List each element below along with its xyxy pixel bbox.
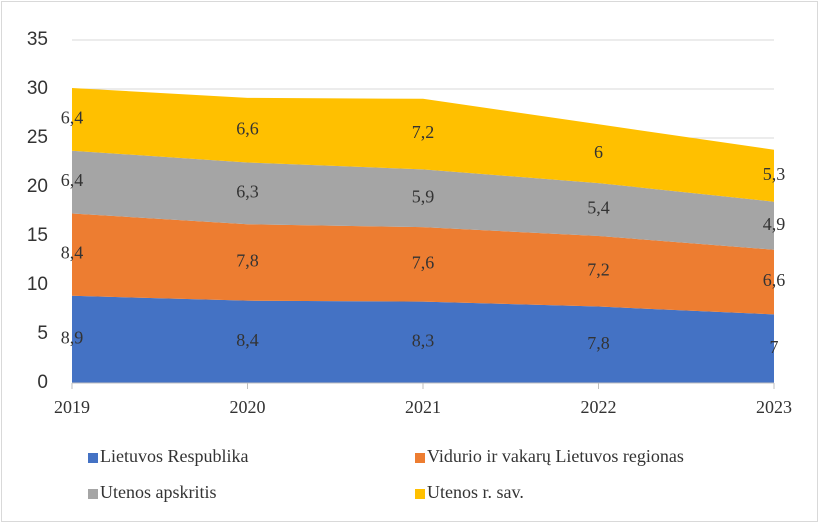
data-label: 8,3 (412, 330, 435, 350)
y-tick-label: 20 (27, 176, 48, 197)
data-label: 5,4 (587, 198, 610, 218)
data-label: 8,4 (236, 330, 259, 350)
x-tick-label: 2022 (581, 397, 617, 417)
legend-label: Utenos apskritis (100, 482, 217, 502)
area (72, 150, 774, 250)
x-tick-label: 2020 (230, 397, 266, 417)
data-label: 6,6 (763, 270, 786, 290)
data-label: 7 (770, 337, 779, 357)
data-label: 7,2 (587, 259, 610, 279)
area (72, 88, 774, 202)
data-label: 6,6 (236, 118, 259, 138)
legend-label: Vidurio ir vakarų Lietuvos regionas (427, 446, 684, 466)
data-label: 8,4 (61, 243, 84, 263)
x-tick-label: 2019 (54, 397, 90, 417)
data-label: 6,4 (61, 108, 84, 128)
legend-label: Utenos r. sav. (427, 482, 524, 502)
data-label: 5,9 (412, 186, 435, 206)
legend-swatch (415, 489, 425, 499)
y-tick-label: 25 (27, 127, 48, 148)
data-label: 6,3 (236, 181, 259, 201)
legend-swatch (415, 453, 425, 463)
legend-swatch (88, 453, 98, 463)
data-label: 8,9 (61, 328, 84, 348)
x-tick-label: 2023 (756, 397, 792, 417)
y-tick-label: 5 (37, 323, 48, 344)
data-label: 5,3 (763, 164, 786, 184)
area (72, 213, 774, 315)
data-label: 7,8 (236, 251, 259, 271)
x-tick-label: 2021 (405, 397, 441, 417)
y-tick-label: 10 (27, 274, 48, 295)
area (72, 295, 774, 383)
y-tick-label: 30 (27, 78, 48, 99)
legend-swatch (88, 489, 98, 499)
y-tick-label: 0 (37, 372, 48, 393)
y-tick-label: 35 (27, 29, 48, 50)
y-tick-label: 15 (27, 225, 48, 246)
data-label: 7,8 (587, 333, 610, 353)
data-label: 7,2 (412, 122, 435, 142)
data-label: 4,9 (763, 214, 786, 234)
legend-label: Lietuvos Respublika (100, 446, 248, 466)
data-label: 6 (594, 142, 603, 162)
data-label: 7,6 (412, 253, 435, 273)
data-label: 6,4 (61, 170, 84, 190)
